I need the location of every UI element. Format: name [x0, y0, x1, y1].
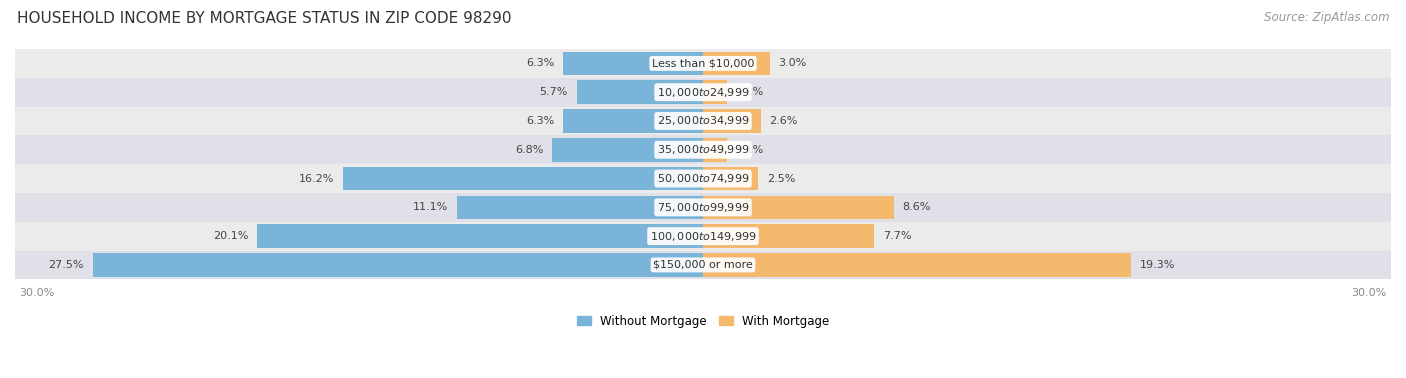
- Text: $50,000 to $74,999: $50,000 to $74,999: [657, 172, 749, 185]
- Bar: [703, 52, 769, 75]
- Text: 19.3%: 19.3%: [1140, 260, 1175, 270]
- Text: 8.6%: 8.6%: [903, 202, 931, 212]
- Text: 6.3%: 6.3%: [526, 59, 554, 68]
- Legend: Without Mortgage, With Mortgage: Without Mortgage, With Mortgage: [576, 314, 830, 328]
- Text: 5.7%: 5.7%: [540, 87, 568, 97]
- Bar: [703, 109, 761, 133]
- Bar: [703, 224, 875, 248]
- Text: $25,000 to $34,999: $25,000 to $34,999: [657, 115, 749, 127]
- Bar: [703, 253, 1132, 277]
- Text: 6.8%: 6.8%: [515, 145, 543, 155]
- Text: 7.7%: 7.7%: [883, 231, 911, 241]
- Bar: [0, 135, 1406, 164]
- Text: 20.1%: 20.1%: [212, 231, 247, 241]
- Bar: [0, 251, 1406, 279]
- Text: $10,000 to $24,999: $10,000 to $24,999: [657, 86, 749, 99]
- Text: $150,000 or more: $150,000 or more: [654, 260, 752, 270]
- Bar: [564, 52, 703, 75]
- Bar: [564, 109, 703, 133]
- Bar: [257, 224, 703, 248]
- Text: 1.1%: 1.1%: [737, 145, 765, 155]
- Text: 2.5%: 2.5%: [768, 174, 796, 184]
- Text: $75,000 to $99,999: $75,000 to $99,999: [657, 201, 749, 214]
- Bar: [0, 193, 1406, 222]
- Text: 11.1%: 11.1%: [412, 202, 447, 212]
- Bar: [0, 78, 1406, 107]
- Text: 3.0%: 3.0%: [779, 59, 807, 68]
- Text: Less than $10,000: Less than $10,000: [652, 59, 754, 68]
- Text: HOUSEHOLD INCOME BY MORTGAGE STATUS IN ZIP CODE 98290: HOUSEHOLD INCOME BY MORTGAGE STATUS IN Z…: [17, 11, 512, 26]
- Text: 6.3%: 6.3%: [526, 116, 554, 126]
- Bar: [343, 167, 703, 191]
- Text: 1.1%: 1.1%: [737, 87, 765, 97]
- Text: 27.5%: 27.5%: [48, 260, 84, 270]
- Bar: [0, 164, 1406, 193]
- Text: Source: ZipAtlas.com: Source: ZipAtlas.com: [1264, 11, 1389, 24]
- Bar: [93, 253, 703, 277]
- Text: 16.2%: 16.2%: [299, 174, 335, 184]
- Bar: [703, 167, 758, 191]
- Bar: [703, 138, 727, 161]
- Text: $35,000 to $49,999: $35,000 to $49,999: [657, 143, 749, 156]
- Bar: [0, 222, 1406, 251]
- Bar: [457, 195, 703, 219]
- Bar: [703, 195, 894, 219]
- Text: 2.6%: 2.6%: [769, 116, 799, 126]
- Bar: [703, 81, 727, 104]
- Bar: [0, 107, 1406, 135]
- Bar: [576, 81, 703, 104]
- Bar: [553, 138, 703, 161]
- Text: $100,000 to $149,999: $100,000 to $149,999: [650, 229, 756, 243]
- Bar: [0, 49, 1406, 78]
